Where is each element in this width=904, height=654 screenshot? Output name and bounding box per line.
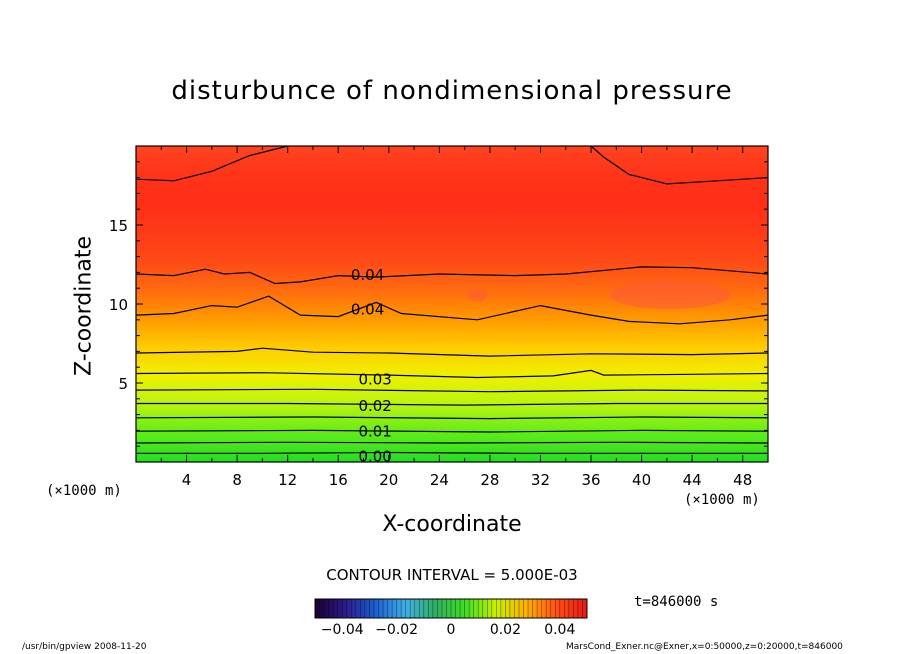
contour-line (136, 416, 768, 420)
footer-source: MarsCond_Exner.nc@Exner,x=0:50000,z=0:20… (566, 642, 843, 652)
x-tick-label: 4 (182, 471, 192, 489)
x-tick-label: 36 (581, 471, 600, 489)
x-tick-label: 28 (480, 471, 499, 489)
chart-title: disturbunce of nondimensional pressure (171, 76, 733, 106)
footer-command: /usr/bin/gpview 2008-11-20 (22, 642, 147, 652)
colorbar-tick-label: 0.02 (490, 622, 521, 638)
contour-line (136, 369, 768, 379)
x-tick-label: 32 (531, 471, 550, 489)
y-tick-label: 10 (109, 296, 128, 314)
x-tick-label: 16 (329, 471, 348, 489)
contour-label: 0.02 (358, 397, 391, 415)
contour-interval-label: CONTOUR INTERVAL = 5.000E-03 (326, 566, 578, 584)
colorbar-tick-label: −0.04 (321, 622, 364, 638)
x-unit-label-left: (×1000 m) (46, 483, 122, 499)
x-axis-label: X-coordinate (382, 512, 522, 537)
x-tick-label: 24 (430, 471, 449, 489)
pressure-maximum-center (467, 289, 487, 301)
contour-line (136, 266, 768, 285)
contour-line (136, 441, 768, 444)
x-tick-label: 20 (379, 471, 398, 489)
time-label: t=846000 s (634, 594, 719, 610)
contour-line (136, 429, 768, 433)
contour-line (136, 451, 768, 454)
x-tick-label: 8 (232, 471, 242, 489)
contour-label: 0.03 (358, 370, 391, 388)
x-tick-label: 48 (733, 471, 752, 489)
colorbar-tick-label: 0 (447, 622, 456, 638)
x-unit-label-right: (×1000 m) (684, 492, 760, 508)
contour-line (590, 146, 768, 185)
contour-line (136, 402, 768, 406)
colorbar-tick-label: −0.02 (375, 622, 418, 638)
x-tick-label: 40 (632, 471, 651, 489)
x-tick-label: 44 (683, 471, 702, 489)
contour-label: 0.04 (351, 301, 384, 319)
y-tick-label: 15 (109, 217, 128, 235)
contour-label: 0.00 (358, 448, 391, 466)
contour-label: 0.04 (351, 266, 384, 284)
contour-line (136, 295, 768, 325)
colorbar-tick-label: 0.04 (544, 622, 575, 638)
y-tick-label: 5 (118, 375, 128, 393)
contour-line (136, 388, 768, 393)
pressure-maximum-east (610, 281, 730, 309)
x-tick-label: 12 (278, 471, 297, 489)
contour-label: 0.01 (358, 422, 391, 440)
contour-line (136, 347, 768, 357)
contour-line (136, 146, 288, 182)
